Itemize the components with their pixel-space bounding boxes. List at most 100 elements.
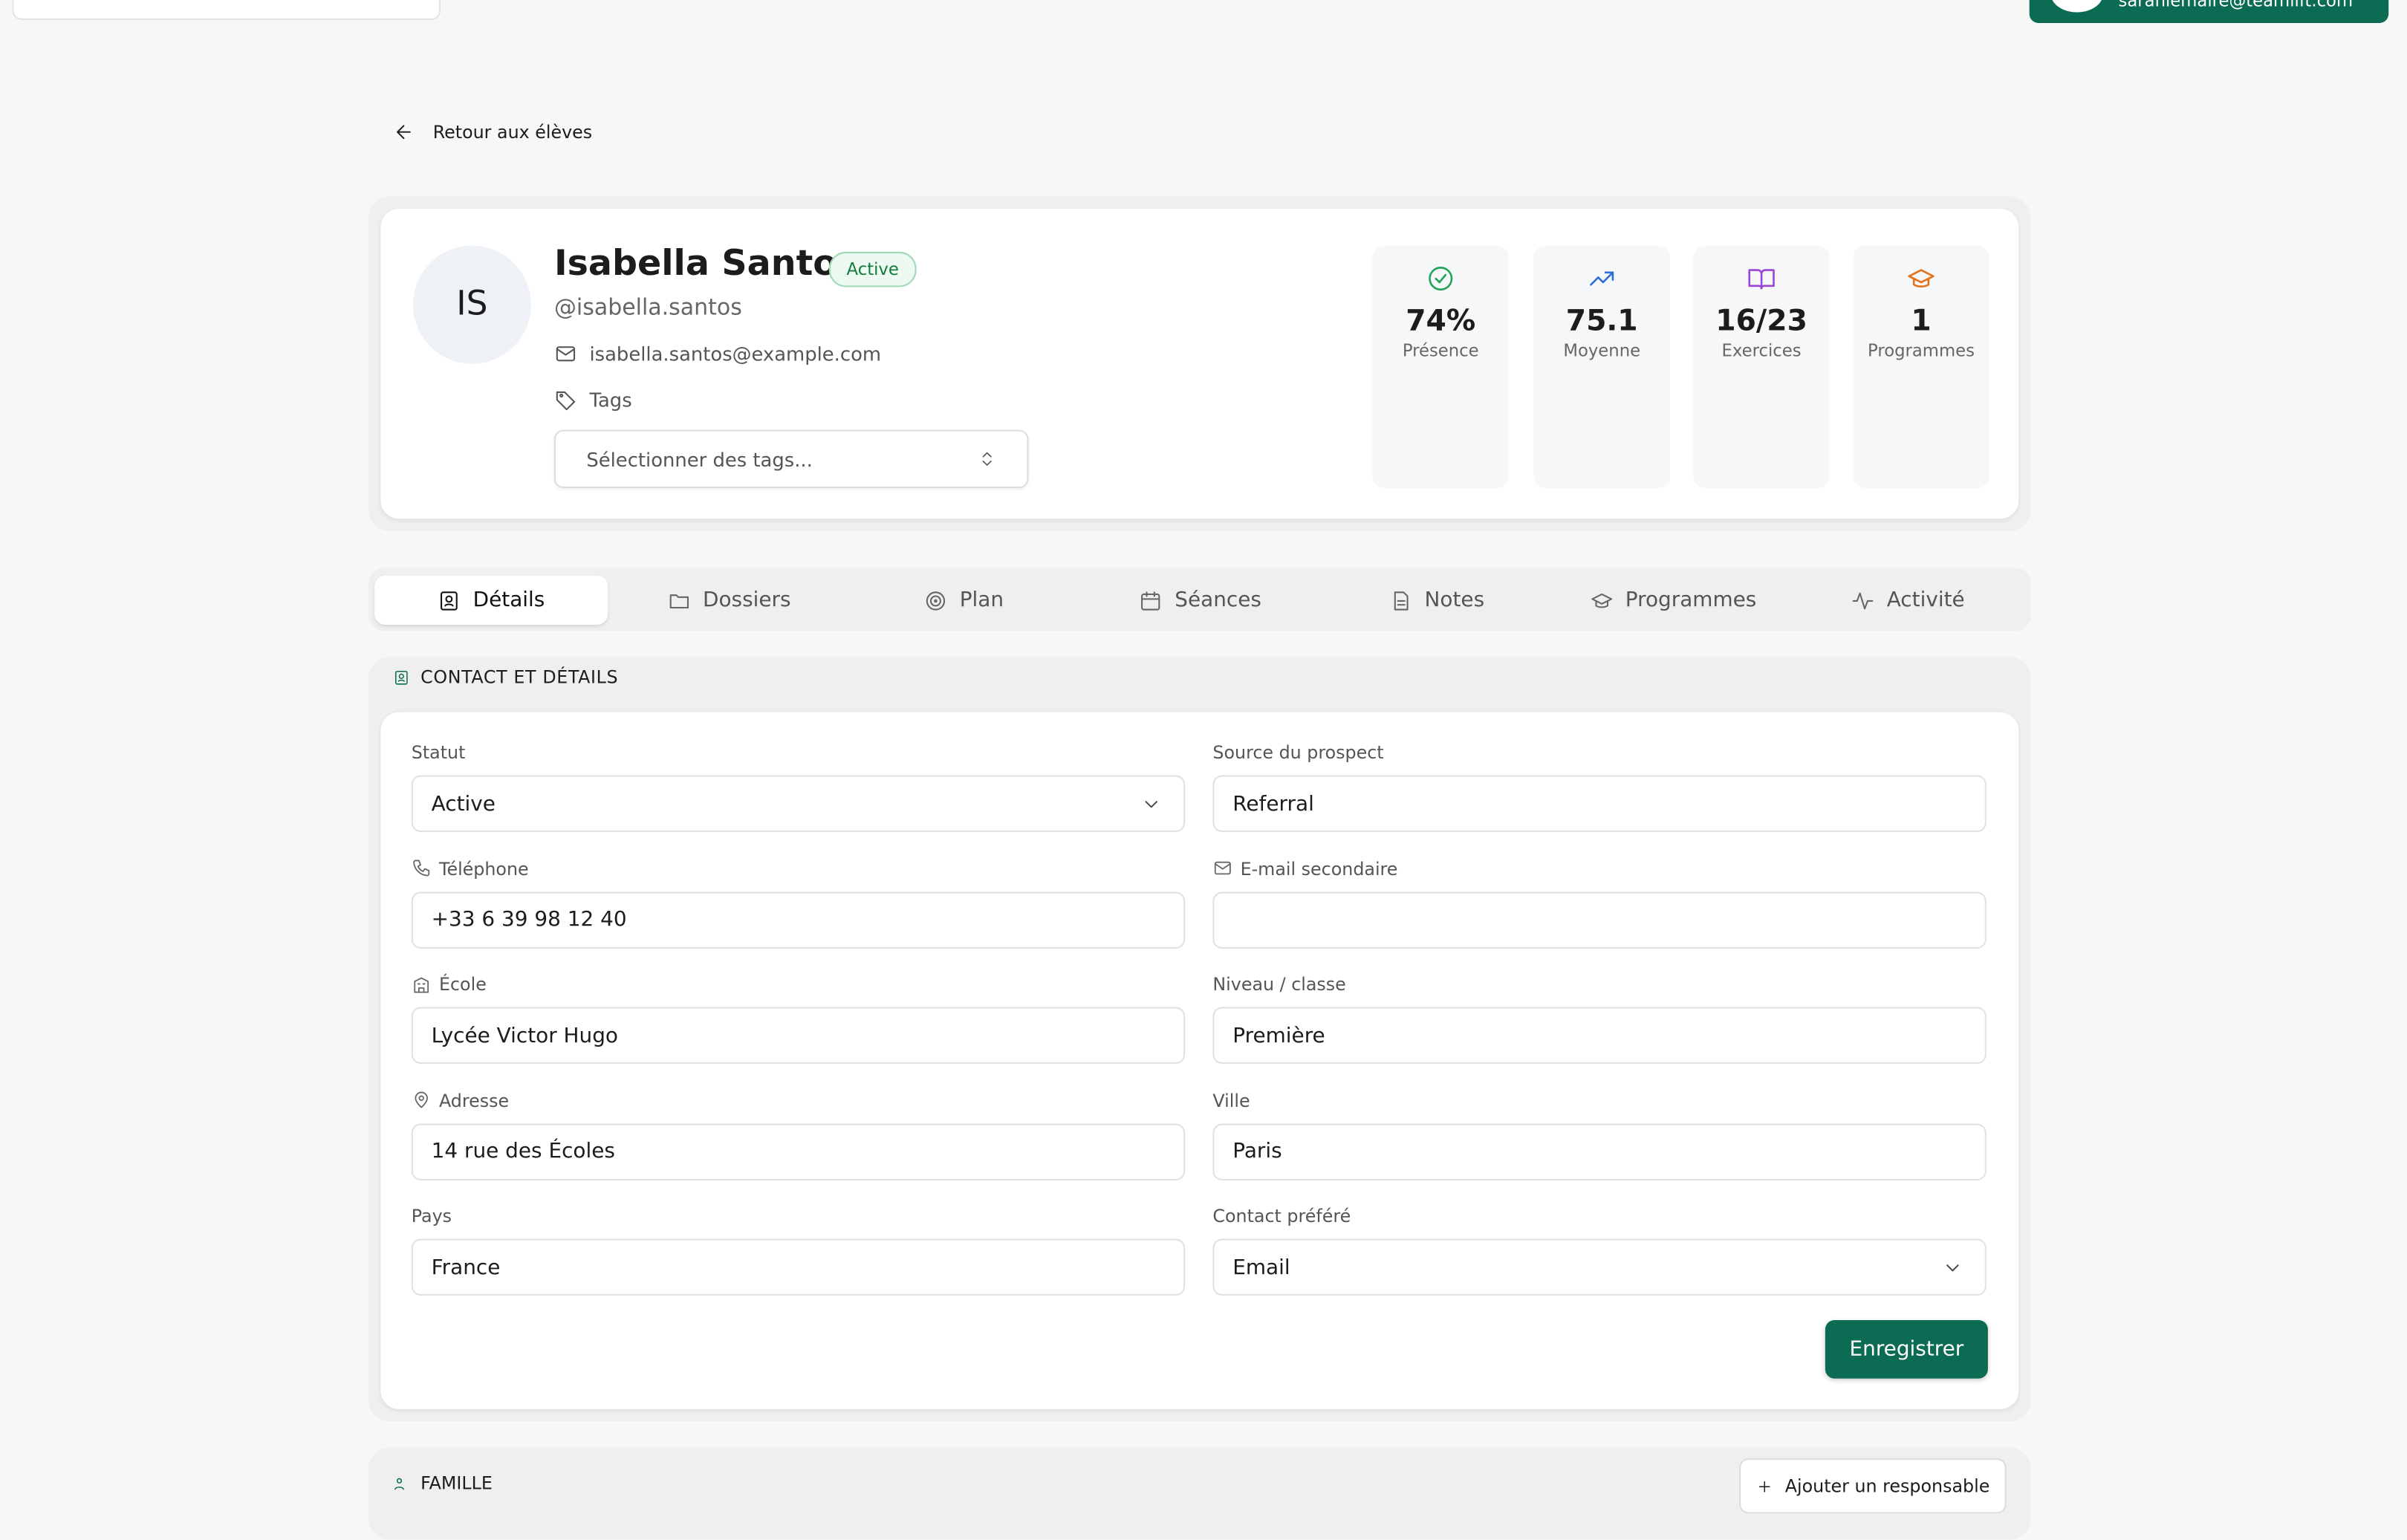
select-input[interactable]: Active <box>411 775 1186 832</box>
back-text: Retour aux élèves <box>432 121 593 143</box>
icon <box>1942 1257 1963 1279</box>
field-label-text: Niveau / classe <box>1212 973 1346 995</box>
field-value: +33 6 39 98 12 40 <box>431 907 627 932</box>
icon-svg <box>1141 591 1160 610</box>
field-value: Referral <box>1232 791 1314 816</box>
field-label-text: Adresse <box>438 1089 510 1111</box>
student-handle: @isabella.santos <box>553 296 742 321</box>
add-guardian-text: Ajouter un responsable <box>1784 1475 1990 1497</box>
icon <box>1747 264 1776 293</box>
text-input[interactable]: +33 6 39 98 12 40 <box>411 891 1186 948</box>
field-value: 14 rue des Écoles <box>431 1139 615 1164</box>
avatar: IS <box>412 245 531 364</box>
icon-svg <box>1946 1264 1959 1272</box>
stat-card: 1 Programmes <box>1853 245 1989 489</box>
icon-svg <box>669 594 689 608</box>
icon-svg <box>1852 591 1874 609</box>
tab-label: Programmes <box>1625 588 1757 613</box>
search-box[interactable] <box>12 0 441 20</box>
stat-label: Exercices <box>1721 340 1802 361</box>
user-email: sarahlemaire@teamlift.com <box>2118 0 2354 11</box>
family-header: FAMILLE <box>393 1472 493 1494</box>
tab[interactable]: Détails <box>374 575 608 625</box>
tab-label: Notes <box>1424 588 1485 613</box>
back-link[interactable]: Retour aux élèves <box>393 121 592 143</box>
tab-label: Séances <box>1175 588 1261 613</box>
field-value: Email <box>1232 1255 1290 1280</box>
status-badge: Active <box>828 251 917 287</box>
contact-header: CONTACT ET DÉTAILS <box>393 666 618 688</box>
tab-label: Détails <box>472 588 545 613</box>
select-input[interactable]: Email <box>1212 1238 1987 1296</box>
tab[interactable]: Séances <box>1084 576 1317 625</box>
field-label: Pays <box>412 1205 452 1227</box>
icon <box>412 1090 432 1110</box>
stat-card: 16/23 Exercices <box>1693 245 1831 489</box>
field-label-text: E-mail secondaire <box>1240 857 1398 879</box>
contact-title: CONTACT ET DÉTAILS <box>420 666 619 688</box>
icon <box>1212 858 1232 878</box>
add-guardian-button[interactable]: Ajouter un responsable <box>1739 1458 2007 1514</box>
text-input[interactable] <box>1212 891 1987 948</box>
field-value: Première <box>1232 1023 1325 1048</box>
contact-icon <box>395 669 408 684</box>
text-input[interactable]: 14 rue des Écoles <box>411 1122 1186 1180</box>
stat-card: 74% Présence <box>1372 245 1510 489</box>
icon-svg <box>1748 269 1775 290</box>
body: sarahlemaire@teamlift.com Retour aux élè… <box>12 0 2389 1514</box>
text-input[interactable]: Lycée Victor Hugo <box>411 1007 1186 1064</box>
field-value: Active <box>431 791 496 816</box>
save-button[interactable]: Enregistrer <box>1825 1320 1988 1379</box>
icon <box>1906 264 1935 293</box>
field-label: Ville <box>1212 1089 1250 1111</box>
field-label-text: École <box>438 973 487 995</box>
icon-svg <box>415 1091 428 1108</box>
icon-svg <box>441 591 458 610</box>
field-label-text: Source du prospect <box>1212 741 1384 763</box>
text-input[interactable]: France <box>411 1238 1186 1296</box>
plus-icon <box>1758 1480 1770 1492</box>
tab[interactable]: Plan <box>848 576 1081 625</box>
icon <box>1426 264 1455 293</box>
field-label: Source du prospect <box>1212 741 1383 763</box>
field-label: Adresse <box>412 1089 509 1111</box>
stat-value: 75.1 <box>1565 304 1638 338</box>
tab[interactable]: Dossiers <box>612 576 845 625</box>
icon-svg <box>1145 801 1157 808</box>
icon-svg <box>926 591 946 610</box>
user-menu[interactable]: sarahlemaire@teamlift.com <box>2029 0 2389 23</box>
icon <box>1590 588 1613 611</box>
family-icon <box>394 1477 404 1489</box>
student-name: Isabella Santos <box>553 244 859 285</box>
stat-value: 16/23 <box>1715 304 1807 338</box>
field-label-text: Ville <box>1212 1089 1250 1111</box>
tab[interactable]: Programmes <box>1556 576 1790 625</box>
email-row: isabella.santos@example.com <box>554 342 881 365</box>
field-label: E-mail secondaire <box>1212 857 1397 879</box>
field-label: Statut <box>412 741 466 763</box>
icon <box>412 974 432 994</box>
icon <box>667 588 690 611</box>
text-input[interactable]: Paris <box>1212 1122 1987 1180</box>
field-label-text: Contact préféré <box>1212 1205 1351 1227</box>
tags-row: Tags <box>554 389 632 412</box>
icon-svg <box>1591 592 1612 608</box>
icon-svg <box>1590 271 1614 286</box>
icon <box>1140 793 1162 815</box>
field-value: Paris <box>1232 1139 1282 1164</box>
icon-svg <box>414 976 429 992</box>
tab[interactable]: Notes <box>1320 576 1553 625</box>
field-value: Lycée Victor Hugo <box>431 1023 618 1048</box>
text-input[interactable]: Referral <box>1212 775 1987 832</box>
icon-svg <box>1429 267 1453 291</box>
field-value: France <box>431 1255 501 1280</box>
stat-label: Moyenne <box>1563 340 1641 361</box>
back-icon <box>397 125 411 140</box>
tab[interactable]: Activité <box>1791 576 2024 625</box>
icon <box>1851 588 1874 611</box>
field-label-text: Statut <box>411 741 466 763</box>
text-input[interactable]: Première <box>1212 1007 1987 1064</box>
tags-select[interactable]: Sélectionner des tags... <box>553 429 1029 489</box>
field-label-text: Téléphone <box>438 857 529 879</box>
icon <box>1588 264 1617 293</box>
